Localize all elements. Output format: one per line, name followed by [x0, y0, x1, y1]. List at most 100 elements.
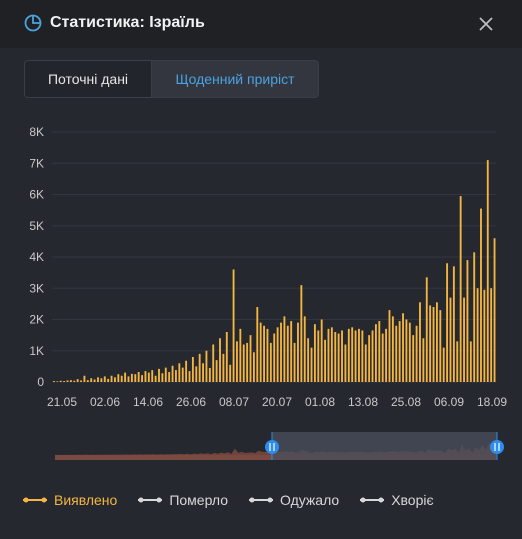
bar[interactable] [385, 328, 388, 382]
bar[interactable] [490, 288, 493, 382]
bar[interactable] [463, 297, 465, 382]
bar[interactable] [90, 378, 93, 382]
bar[interactable] [76, 379, 79, 382]
range-handle-right[interactable] [490, 440, 504, 454]
bar[interactable] [371, 330, 374, 382]
bar[interactable] [151, 370, 154, 382]
range-selection[interactable] [272, 432, 497, 460]
bar[interactable] [446, 263, 449, 382]
bar[interactable] [137, 372, 140, 382]
bar[interactable] [164, 367, 167, 382]
bar[interactable] [439, 310, 442, 382]
bar[interactable] [276, 327, 279, 382]
bar[interactable] [73, 380, 76, 382]
bar[interactable] [266, 328, 269, 382]
range-handle-left[interactable] [265, 440, 279, 454]
bar[interactable] [330, 327, 333, 382]
bar[interactable] [473, 252, 476, 382]
bar[interactable] [185, 360, 188, 382]
bar[interactable] [310, 347, 313, 382]
bar[interactable] [337, 333, 340, 382]
bar[interactable] [263, 325, 266, 382]
bar[interactable] [107, 378, 110, 382]
bar[interactable] [120, 375, 123, 382]
bar[interactable] [269, 342, 272, 382]
bar[interactable] [66, 380, 69, 382]
bar[interactable] [198, 353, 201, 382]
bar[interactable] [273, 333, 276, 382]
bar[interactable] [402, 313, 404, 382]
bar[interactable] [212, 344, 215, 383]
bar[interactable] [425, 277, 428, 382]
bar[interactable] [297, 322, 299, 382]
bar[interactable] [161, 373, 164, 382]
bar[interactable] [100, 378, 103, 382]
bar[interactable] [327, 328, 330, 382]
bar[interactable] [419, 302, 421, 382]
bar[interactable] [144, 371, 147, 382]
bar[interactable] [317, 330, 320, 382]
bar[interactable] [293, 342, 296, 382]
bar[interactable] [344, 344, 347, 383]
bar[interactable] [225, 332, 228, 382]
close-icon[interactable] [476, 14, 496, 34]
bar[interactable] [256, 307, 259, 382]
bar[interactable] [124, 372, 127, 382]
bar[interactable] [476, 288, 479, 382]
bar[interactable] [127, 376, 130, 382]
bar[interactable] [307, 338, 310, 382]
tab-daily-growth[interactable]: Щоденний приріст [152, 61, 318, 97]
bar[interactable] [259, 322, 262, 382]
bar[interactable] [117, 374, 120, 382]
bar[interactable] [249, 335, 252, 382]
bar[interactable] [341, 330, 343, 382]
bar[interactable] [222, 353, 225, 382]
bar[interactable] [303, 316, 306, 382]
bar[interactable] [351, 327, 354, 382]
bar[interactable] [480, 208, 482, 382]
bar[interactable] [283, 316, 286, 382]
bar[interactable] [456, 341, 459, 382]
bar[interactable] [334, 332, 337, 382]
bar[interactable] [110, 375, 113, 382]
legend-item-active[interactable]: Хворіє [359, 492, 434, 508]
bar[interactable] [158, 368, 160, 382]
bar[interactable] [364, 344, 367, 383]
bar[interactable] [168, 372, 171, 382]
bar[interactable] [188, 371, 191, 382]
bar[interactable] [320, 319, 323, 383]
bar[interactable] [378, 321, 381, 382]
bar[interactable] [114, 377, 116, 382]
bar[interactable] [208, 367, 211, 382]
bar[interactable] [178, 363, 181, 382]
legend-item-deaths[interactable]: Померло [137, 492, 228, 508]
tab-current-data[interactable]: Поточні дані [25, 61, 152, 97]
bar[interactable] [93, 379, 96, 383]
legend-item-detected[interactable]: Виявлено [22, 492, 117, 508]
bar[interactable] [239, 328, 242, 382]
bar[interactable] [290, 321, 293, 382]
bar[interactable] [381, 333, 384, 382]
bar[interactable] [452, 266, 455, 382]
bar[interactable] [286, 325, 289, 382]
bar[interactable] [429, 305, 432, 382]
bar[interactable] [181, 367, 184, 382]
bar[interactable] [191, 357, 194, 382]
bar[interactable] [219, 338, 221, 382]
bar[interactable] [56, 381, 59, 382]
bar[interactable] [459, 196, 462, 382]
bar[interactable] [358, 328, 360, 382]
bar[interactable] [361, 330, 364, 382]
bar[interactable] [493, 238, 496, 382]
bar[interactable] [80, 380, 82, 382]
bar[interactable] [97, 377, 99, 382]
bar[interactable] [422, 338, 425, 382]
bar[interactable] [354, 330, 357, 382]
bar[interactable] [300, 285, 303, 382]
bar[interactable] [486, 160, 489, 382]
bar[interactable] [442, 347, 445, 382]
bar[interactable] [205, 350, 208, 382]
bar[interactable] [252, 352, 255, 382]
legend-item-recovered[interactable]: Одужало [248, 492, 339, 508]
bar[interactable] [147, 372, 150, 382]
